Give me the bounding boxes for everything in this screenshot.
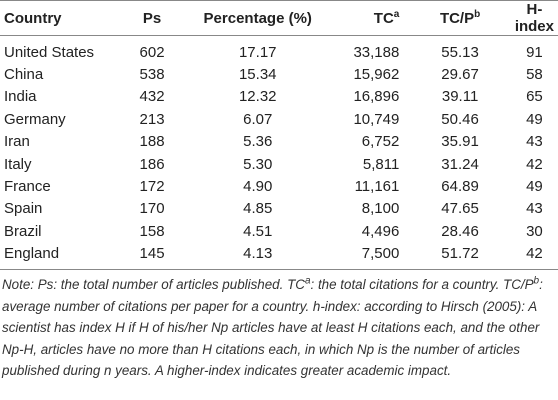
table-cell: 17.17	[238, 43, 277, 61]
table-cell: 58	[526, 66, 543, 84]
table-cell: 4,496	[361, 222, 400, 240]
table-row: India 432 12.32 16,896 39.11 65	[0, 86, 558, 108]
table-row: France 172 4.90 11,161 64.89 49	[0, 175, 558, 197]
table-cell: 158	[139, 222, 165, 240]
note-text: Note: Ps: the total number of articles p…	[2, 277, 305, 292]
table-cell: 213	[139, 110, 165, 128]
data-table: Country Ps Percentage (%) TCa TC/Pb H-index U…	[0, 0, 558, 270]
table-cell: 7,500	[361, 245, 400, 263]
table-cell: 5.30	[243, 155, 273, 173]
header-text: Ps	[142, 9, 162, 27]
table-cell: 29.67	[441, 66, 479, 84]
table-body: United States 602 17.17 33,188 55.13 91 China 5…	[0, 36, 558, 270]
table-cell: 188	[139, 133, 165, 151]
table-row: Germany 213 6.07 10,749 50.46 49	[0, 108, 558, 130]
table-cell: 15.34	[238, 66, 277, 84]
table-row: Brazil 158 4.51 4,496 28.46 30	[0, 220, 558, 242]
table-cell: 12.32	[238, 88, 277, 106]
table-cell: 65	[526, 88, 543, 106]
table-cell: 33,188	[353, 43, 400, 61]
table-cell: Italy	[4, 155, 32, 173]
table-cell: 4.85	[243, 200, 273, 218]
table-cell: 15,962	[353, 66, 400, 84]
table-cell: Brazil	[4, 222, 42, 240]
table-cell: United States	[4, 43, 95, 61]
table-cell: 31.24	[441, 155, 479, 173]
table-cell: 49	[526, 110, 543, 128]
table-cell: 145	[139, 245, 165, 263]
table-note: Note: Ps: the total number of articles p…	[2, 274, 554, 382]
header-text: TC	[373, 9, 394, 27]
header-row: Country Ps Percentage (%) TCa TC/Pb H-index	[0, 0, 558, 36]
header-text: Percentage (%)	[203, 9, 312, 27]
table-cell: 28.46	[441, 222, 479, 240]
note-text: : average number of citations per paper …	[2, 277, 543, 378]
table-cell: 538	[139, 66, 165, 84]
column-header: H-index	[511, 1, 558, 36]
table-cell: 4.51	[243, 222, 273, 240]
table-cell: 64.89	[441, 178, 479, 196]
table-cell: 91	[526, 43, 543, 61]
table-cell: 4.13	[243, 245, 273, 263]
table-row: Italy 186 5.30 5,811 31.24 42	[0, 153, 558, 175]
table-row: England 145 4.13 7,500 51.72 42	[0, 243, 558, 270]
column-header: TC/Pb	[409, 1, 510, 36]
table-row: United States 602 17.17 33,188 55.13 91	[0, 36, 558, 64]
table-cell: 432	[139, 88, 165, 106]
table-cell: 42	[526, 155, 543, 173]
table-cell: 30	[526, 222, 543, 240]
header-superscript: a	[393, 8, 400, 20]
table-cell: Iran	[4, 133, 30, 151]
table-cell: 35.91	[441, 133, 479, 151]
table-cell: 6.07	[243, 110, 273, 128]
header-text: TC/P	[439, 9, 475, 27]
note-text: : the total citations for a country. TC/…	[310, 277, 534, 292]
table-cell: 51.72	[441, 245, 479, 263]
table-cell: 50.46	[441, 110, 479, 128]
header-text: Country	[4, 9, 62, 27]
note-superscript: a	[304, 275, 311, 287]
table-cell: Spain	[4, 200, 43, 218]
column-header: TCa	[336, 1, 410, 36]
header-text: H-index	[514, 1, 554, 35]
table-cell: 602	[139, 43, 165, 61]
table-cell: 186	[139, 155, 165, 173]
table-cell: 8,100	[361, 200, 400, 218]
table-cell: England	[4, 245, 60, 263]
table-row: Spain 170 4.85 8,100 47.65 43	[0, 198, 558, 220]
table-cell: 170	[139, 200, 165, 218]
table-cell: 172	[139, 178, 165, 196]
table-cell: 55.13	[441, 43, 479, 61]
table-cell: 11,161	[354, 178, 400, 196]
column-header: Country	[0, 1, 124, 36]
table-header: Country Ps Percentage (%) TCa TC/Pb H-index	[0, 0, 558, 36]
table-cell: 5,811	[362, 155, 400, 173]
table-cell: 47.65	[441, 200, 479, 218]
table-cell: 10,749	[353, 110, 400, 128]
table-row: Iran 188 5.36 6,752 35.91 43	[0, 131, 558, 153]
note-superscript: b	[533, 275, 540, 287]
table-cell: 43	[526, 133, 543, 151]
table-cell: 4.90	[243, 178, 273, 196]
column-header: Percentage (%)	[180, 1, 336, 36]
table-row: China 538 15.34 15,962 29.67 58	[0, 63, 558, 85]
column-header: Ps	[124, 1, 179, 36]
table-cell: 49	[526, 178, 543, 196]
table-cell: 43	[526, 200, 543, 218]
table-cell: 42	[526, 245, 543, 263]
table-cell: China	[4, 66, 44, 84]
header-superscript: b	[474, 8, 481, 20]
table-cell: 16,896	[353, 88, 400, 106]
table-cell: 39.11	[441, 88, 479, 106]
table-cell: 5.36	[243, 133, 273, 151]
table-cell: India	[4, 88, 37, 106]
table-cell: Germany	[4, 110, 66, 128]
table-cell: France	[4, 178, 51, 196]
table-cell: 6,752	[361, 133, 400, 151]
